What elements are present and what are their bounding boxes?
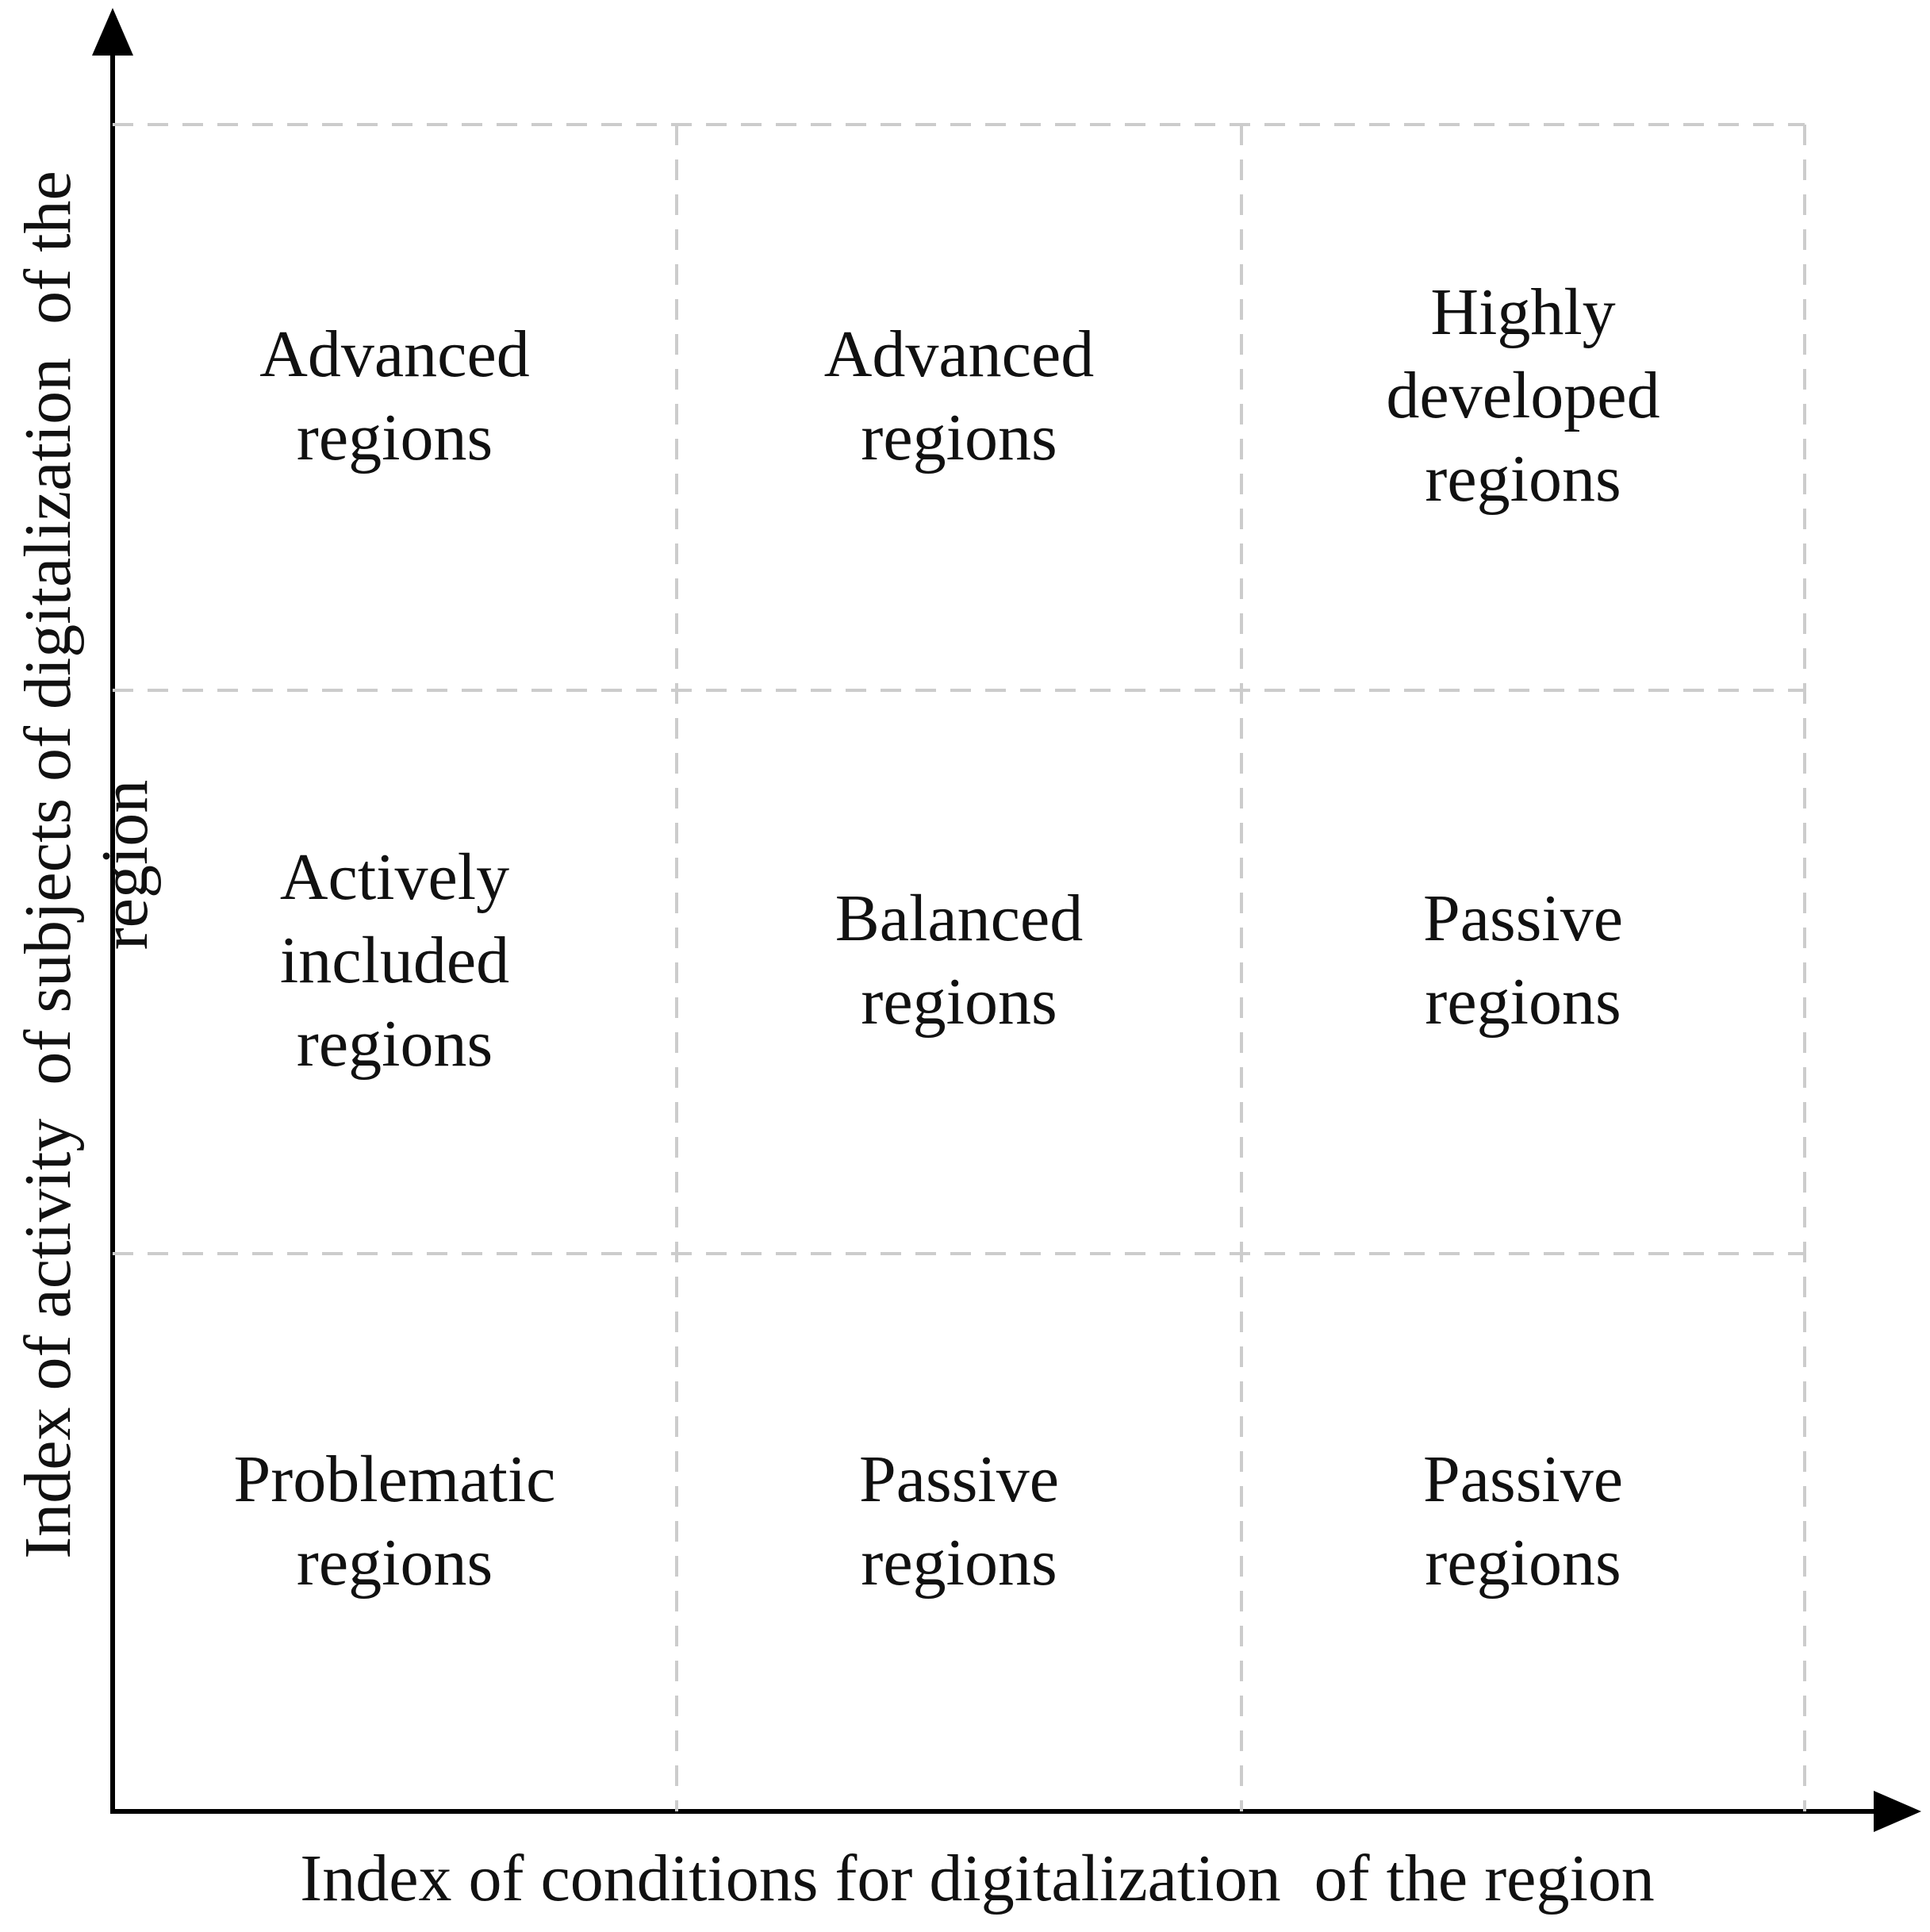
x-axis-label: Index of conditions for digitalization o… [300, 1842, 1655, 1915]
x-axis-arrowhead-icon [1874, 1791, 1921, 1832]
grid-hline-bottom [113, 1252, 1805, 1255]
grid-vline-left [675, 125, 678, 1811]
matrix-cell-r2c3: Passive regions [1423, 881, 1623, 1039]
matrix-cell-r2c1: Actively included regions [279, 839, 510, 1081]
matrix-cell-r1c1: Advanced regions [259, 317, 530, 474]
grid-hline-middle [113, 689, 1805, 692]
matrix-cell-r1c3: Highly developed regions [1386, 275, 1660, 516]
matrix-cell-r3c2: Passive regions [859, 1442, 1059, 1600]
x-axis-line [110, 1809, 1881, 1814]
matrix-cell-r1c2: Advanced regions [823, 317, 1095, 474]
y-axis-label: Index of activity of subjects of digital… [11, 154, 162, 1559]
y-axis-line [110, 36, 115, 1814]
grid-vline-middle [1240, 125, 1243, 1811]
y-axis-arrowhead-icon [92, 8, 133, 56]
grid-hline-top [113, 123, 1805, 126]
matrix-cell-r2c2: Balanced regions [835, 881, 1084, 1039]
grid-vline-right [1803, 125, 1806, 1811]
matrix-grid: Advanced regions Advanced regions Highly… [113, 125, 1805, 1811]
matrix-cell-r3c1: Problematic regions [233, 1442, 556, 1600]
matrix-cell-r3c3: Passive regions [1423, 1442, 1623, 1600]
